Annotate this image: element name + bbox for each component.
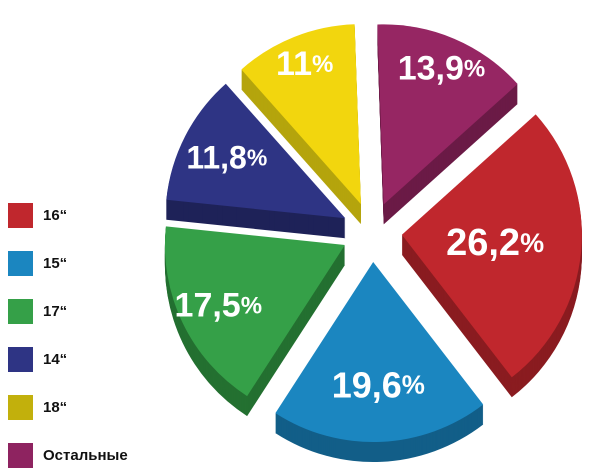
legend-item: 17“ [8,299,128,324]
legend-item: 18“ [8,395,128,420]
legend-label: 15“ [43,255,68,272]
legend-swatch [8,299,33,324]
legend-label: 17“ [43,303,68,320]
slice-percentage-label: 11% [276,45,333,83]
pie-slice: 13,9% [377,24,518,225]
pie-slice-face [377,24,518,205]
legend-item: Остальные [8,443,128,468]
slice-percentage-label: 26,2% [446,222,544,264]
legend-label: 14“ [43,351,68,368]
slice-percentage-label: 11,8% [186,140,267,176]
chart-legend: 16“ 15“ 17“ 14“ 18“ Остальные [8,203,128,468]
legend-item: 14“ [8,347,128,372]
slice-percentage-label: 19,6% [332,364,425,405]
pie-slice: 17,5% [164,226,345,417]
slice-percentage-label: 13,9% [398,50,486,88]
legend-swatch [8,203,33,228]
pie-slice-face [275,262,484,443]
legend-item: 15“ [8,251,128,276]
pie-slice: 11% [241,24,361,225]
pie-slice: 26,2% [401,114,582,398]
legend-swatch [8,395,33,420]
legend-item: 16“ [8,203,128,228]
legend-label: 16“ [43,207,68,224]
pie-slice-face [166,83,346,219]
legend-swatch [8,443,33,468]
legend-swatch [8,251,33,276]
legend-swatch [8,347,33,372]
pie-slice: 11,8% [166,83,346,239]
legend-label: Остальные [43,447,128,464]
pie-slice-face [401,114,582,378]
pie-slice-face [164,226,345,397]
slice-percentage-label: 17,5% [175,287,263,325]
legend-label: 18“ [43,399,68,416]
pie-slice-face [241,24,361,205]
pie-slice: 19,6% [275,262,484,463]
